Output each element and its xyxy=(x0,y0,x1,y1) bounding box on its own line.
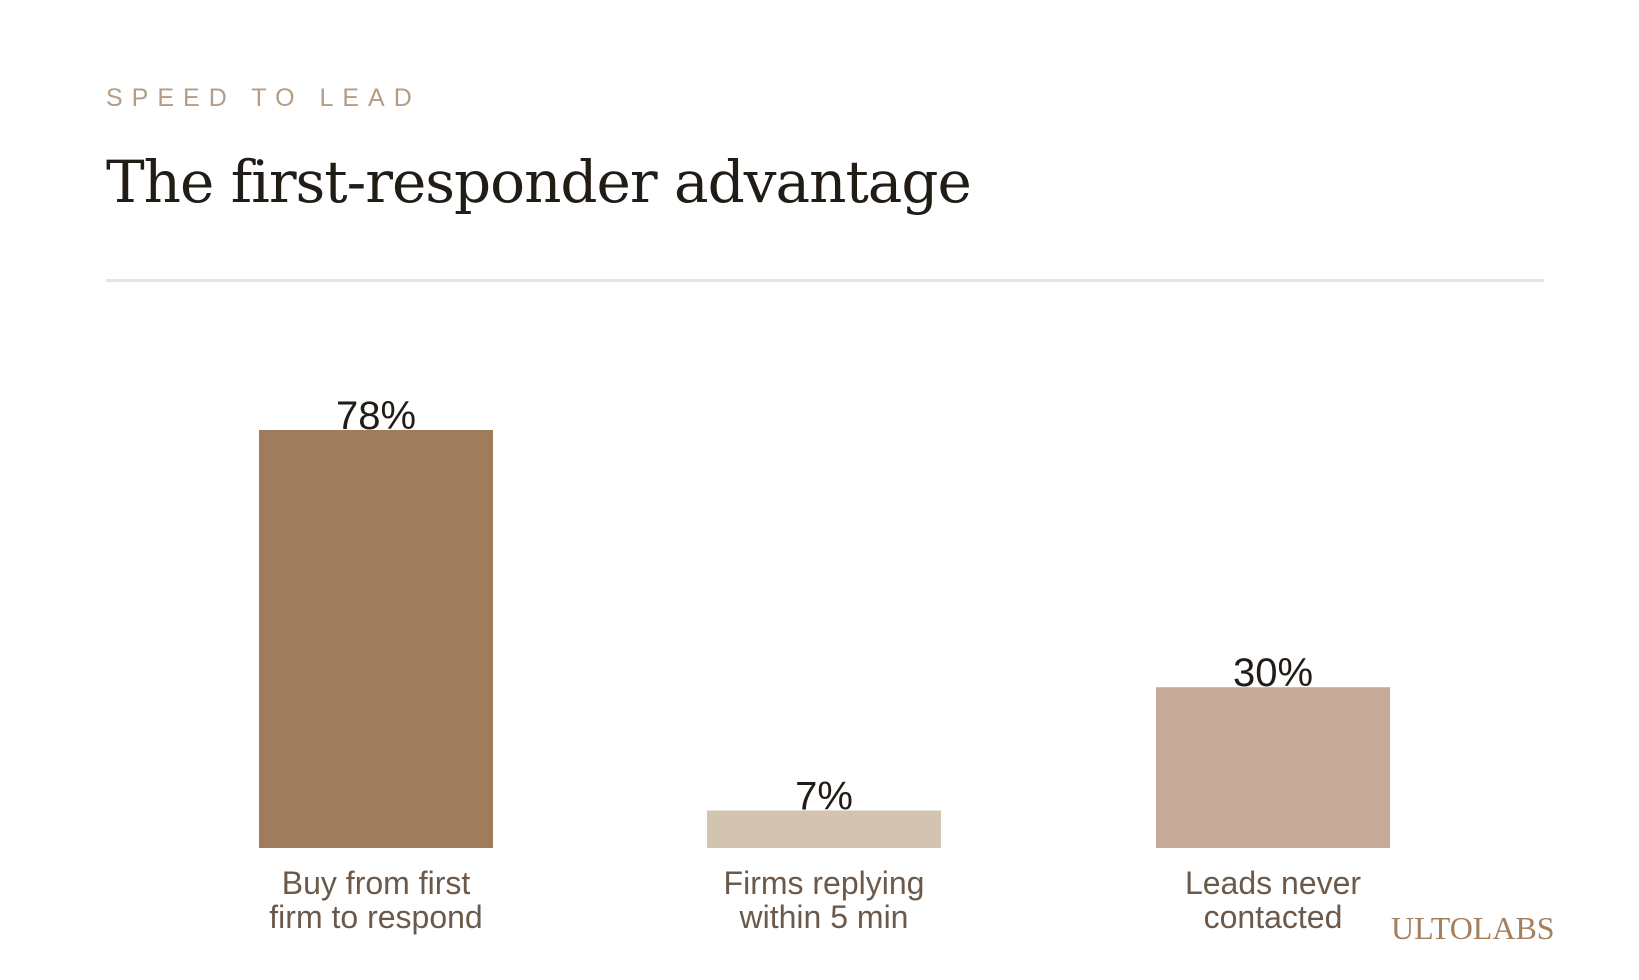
header-divider xyxy=(106,279,1544,282)
bar-3 xyxy=(1156,687,1390,848)
bar-2 xyxy=(707,810,941,848)
bar-1 xyxy=(259,430,493,848)
category-label-2-line-2: within 5 min xyxy=(739,899,909,935)
data-label-3: 30% xyxy=(1233,651,1313,695)
category-label-1-line-2: firm to respond xyxy=(269,899,482,935)
brand-logo: ULTOLABS xyxy=(1391,910,1555,946)
eyebrow-label: SPEED TO LEAD xyxy=(106,84,421,112)
category-label-3-line-1: Leads never xyxy=(1185,865,1361,901)
page-title: The first-responder advantage xyxy=(106,148,972,216)
category-label-1-line-1: Buy from first xyxy=(282,865,471,901)
data-label-1: 78% xyxy=(336,394,416,438)
data-label-2: 7% xyxy=(795,774,853,818)
category-label-3-line-2: contacted xyxy=(1204,899,1343,935)
category-label-2-line-1: Firms replying xyxy=(724,865,925,901)
